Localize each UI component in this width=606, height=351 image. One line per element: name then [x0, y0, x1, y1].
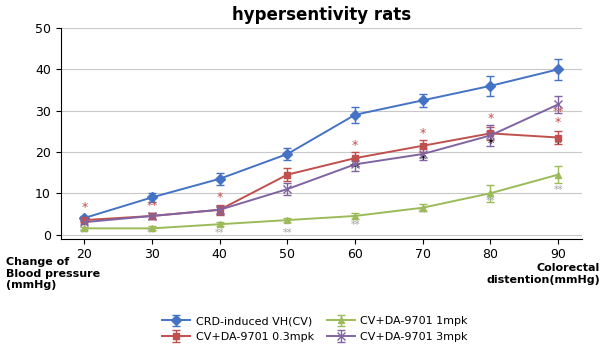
Text: *: *: [216, 191, 223, 204]
Text: **: **: [418, 208, 427, 218]
Text: **: **: [350, 220, 360, 230]
Text: **: **: [79, 228, 89, 238]
Text: *: *: [419, 127, 426, 140]
Text: *: *: [555, 137, 561, 150]
Text: Change of
Blood pressure
(mmHg): Change of Blood pressure (mmHg): [6, 257, 100, 290]
Text: **: **: [146, 201, 158, 211]
Text: *: *: [487, 112, 493, 125]
Text: *: *: [352, 139, 358, 152]
Text: **: **: [350, 163, 361, 173]
Text: *: *: [81, 201, 87, 214]
Text: **: **: [553, 107, 564, 117]
Title: The effect of DA 9701 in CRD-induced visceral
hypersentivity rats: The effect of DA 9701 in CRD-induced vis…: [105, 0, 537, 24]
Text: *: *: [284, 172, 290, 185]
Legend: CRD-induced VH(CV), CV+DA-9701 0.3mpk, CV+DA-9701 1mpk, CV+DA-9701 3mpk: CRD-induced VH(CV), CV+DA-9701 0.3mpk, C…: [162, 316, 468, 342]
Text: **: **: [485, 196, 495, 206]
Text: *: *: [487, 137, 493, 150]
Text: **: **: [282, 228, 292, 238]
Text: **: **: [147, 228, 157, 238]
Text: **: **: [553, 185, 563, 195]
Text: *: *: [419, 153, 426, 166]
Text: *: *: [555, 116, 561, 129]
Text: **: **: [215, 228, 224, 238]
Text: Colorectal
distention(mmHg): Colorectal distention(mmHg): [486, 263, 600, 285]
